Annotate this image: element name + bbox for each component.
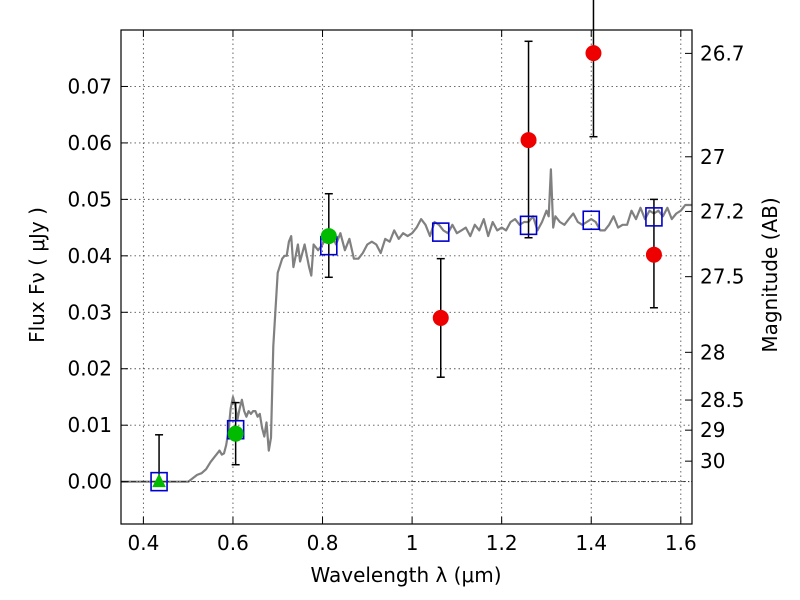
x-tick-label: 1.2 bbox=[486, 531, 518, 555]
model-spectrum-line bbox=[121, 168, 692, 483]
gridlines bbox=[121, 30, 692, 524]
plot-frame bbox=[120, 29, 693, 525]
x-tick-label: 1.6 bbox=[665, 531, 697, 555]
synthetic-photometry-square bbox=[582, 210, 601, 231]
y-tick-label: 0.06 bbox=[67, 131, 112, 155]
mag-tick-label: 29 bbox=[700, 418, 725, 442]
detection-triangle-marker bbox=[152, 473, 166, 488]
y-tick-label: 0.01 bbox=[67, 413, 112, 437]
y-tick-label: 0.05 bbox=[67, 187, 112, 211]
mag-tick-label: 28 bbox=[700, 340, 725, 364]
mag-tick-label: 27 bbox=[700, 145, 725, 169]
detection-circle-marker bbox=[320, 228, 337, 245]
y2-axis-label: Magnitude (AB) bbox=[758, 197, 782, 352]
x-tick-label: 1.4 bbox=[575, 531, 607, 555]
x-axis-label: Wavelength λ (μm) bbox=[310, 563, 501, 587]
y-tick-label: 0.07 bbox=[67, 74, 112, 98]
synthetic-photometry-square bbox=[150, 471, 168, 492]
y-tick-label: 0.04 bbox=[67, 244, 112, 268]
x-tick-label: 0.4 bbox=[127, 531, 159, 555]
synthetic-photometry-markers bbox=[150, 207, 663, 492]
x-tick-label: 0.6 bbox=[217, 531, 249, 555]
mag-tick-label: 27.2 bbox=[700, 199, 745, 223]
y-axis-label-text: Flux Fν ( μJy ) bbox=[25, 207, 49, 343]
synthetic-photometry-square bbox=[645, 207, 663, 227]
y-tick-label: 0.02 bbox=[67, 357, 112, 381]
mag-tick-label: 27.5 bbox=[700, 265, 745, 289]
y-axis-label: Flux Fν ( μJy ) bbox=[25, 207, 49, 343]
detection-circle-marker bbox=[227, 425, 244, 442]
x-tick-label: 0.8 bbox=[307, 531, 339, 555]
nir-circle-marker bbox=[645, 246, 662, 263]
mag-tick-label: 26.7 bbox=[700, 41, 745, 65]
y-tick-label: 0.00 bbox=[67, 470, 112, 494]
tick-labels: 0.4 0.6 0.8 1 1.2 1.4 1.6 0.00 0.01 0.02 0.03 0.04 0… bbox=[67, 41, 744, 555]
photometry-points bbox=[152, 45, 662, 488]
nir-circle-marker bbox=[432, 309, 449, 326]
axis-ticks bbox=[121, 30, 692, 524]
y-tick-label: 0.03 bbox=[67, 300, 112, 324]
model-spectrum bbox=[121, 168, 692, 483]
mag-tick-label: 30 bbox=[700, 449, 725, 473]
synthetic-photometry-square bbox=[431, 222, 450, 242]
y2-axis-label-text: Magnitude (AB) bbox=[758, 197, 782, 352]
nir-circle-marker bbox=[585, 45, 602, 62]
x-tick-label: 1 bbox=[406, 531, 419, 555]
mag-tick-label: 28.5 bbox=[700, 388, 745, 412]
nir-circle-marker bbox=[520, 132, 537, 149]
x-axis-label-text: Wavelength λ (μm) bbox=[310, 563, 501, 587]
synthetic-photometry-square bbox=[519, 215, 538, 236]
